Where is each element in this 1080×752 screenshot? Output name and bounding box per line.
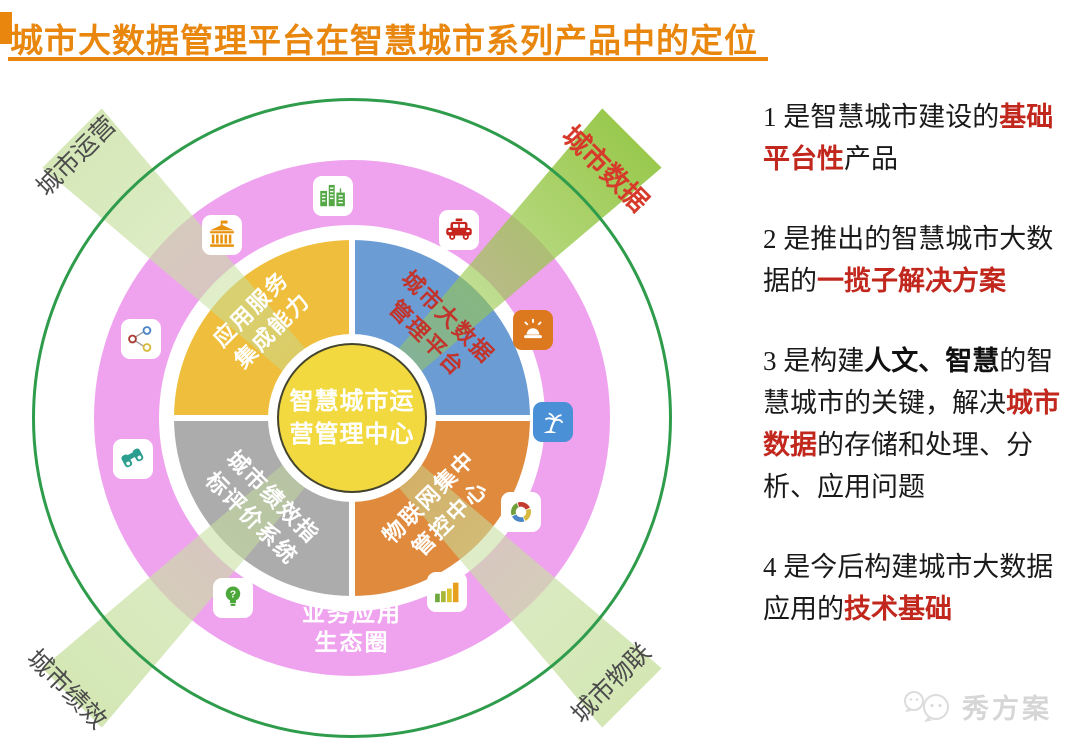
share-nodes-icon bbox=[121, 319, 161, 359]
watermark-text: 秀方案 bbox=[962, 693, 1052, 724]
palm-tree-icon bbox=[533, 402, 573, 442]
page-title: 城市大数据管理平台在智慧城市系列产品中的定位 bbox=[10, 22, 758, 59]
outer-green-ring bbox=[32, 98, 672, 738]
siren-icon bbox=[513, 310, 553, 350]
watermark: 秀方案 bbox=[898, 686, 1052, 726]
chat-bubbles-icon bbox=[904, 691, 949, 722]
lightbulb-icon: ? bbox=[213, 578, 253, 618]
center-hub-inner: 智慧城市运 营管理中心 bbox=[277, 343, 427, 493]
point-1: 1 是智慧城市建设的基础平台性产品 bbox=[763, 102, 1054, 174]
point-3: 3 是构建人文、智慧的智慧城市的关键，解决城市数据的存储和处理、分析、应用问题 bbox=[763, 346, 1060, 502]
header: 城市大数据管理平台在智慧城市系列产品中的定位 bbox=[0, 0, 1080, 66]
ring-label-ecosystem: 业务应用 生态圈 bbox=[302, 600, 402, 655]
title-accent-bar bbox=[0, 12, 12, 44]
government-building-icon bbox=[202, 215, 242, 255]
key-points: 1 是智慧城市建设的基础平台性产品 2 是推出的智慧城市大数据的一揽子解决方案 … bbox=[763, 96, 1063, 668]
title-underline bbox=[8, 57, 768, 61]
bar-chart-icon bbox=[427, 572, 467, 612]
point-2: 2 是推出的智慧城市大数据的一揽子解决方案 bbox=[763, 224, 1054, 296]
svg-text:?: ? bbox=[230, 590, 236, 601]
donut-chart-icon bbox=[501, 492, 541, 532]
taxi-icon bbox=[439, 210, 479, 250]
center-hub: 智慧城市运 营管理中心 bbox=[268, 334, 436, 502]
smart-city-diagram: 智慧城市运 营管理中心 应用服务 集成能力 城市大数据 管理平台 城市绩效指 标… bbox=[0, 60, 730, 752]
point-4: 4 是今后构建城市大数据应用的技术基础 bbox=[763, 552, 1054, 624]
city-buildings-icon bbox=[313, 176, 353, 216]
center-label-line1: 智慧城市运 bbox=[289, 388, 415, 415]
binoculars-icon bbox=[113, 439, 153, 479]
center-label-line2: 营管理中心 bbox=[289, 421, 415, 448]
